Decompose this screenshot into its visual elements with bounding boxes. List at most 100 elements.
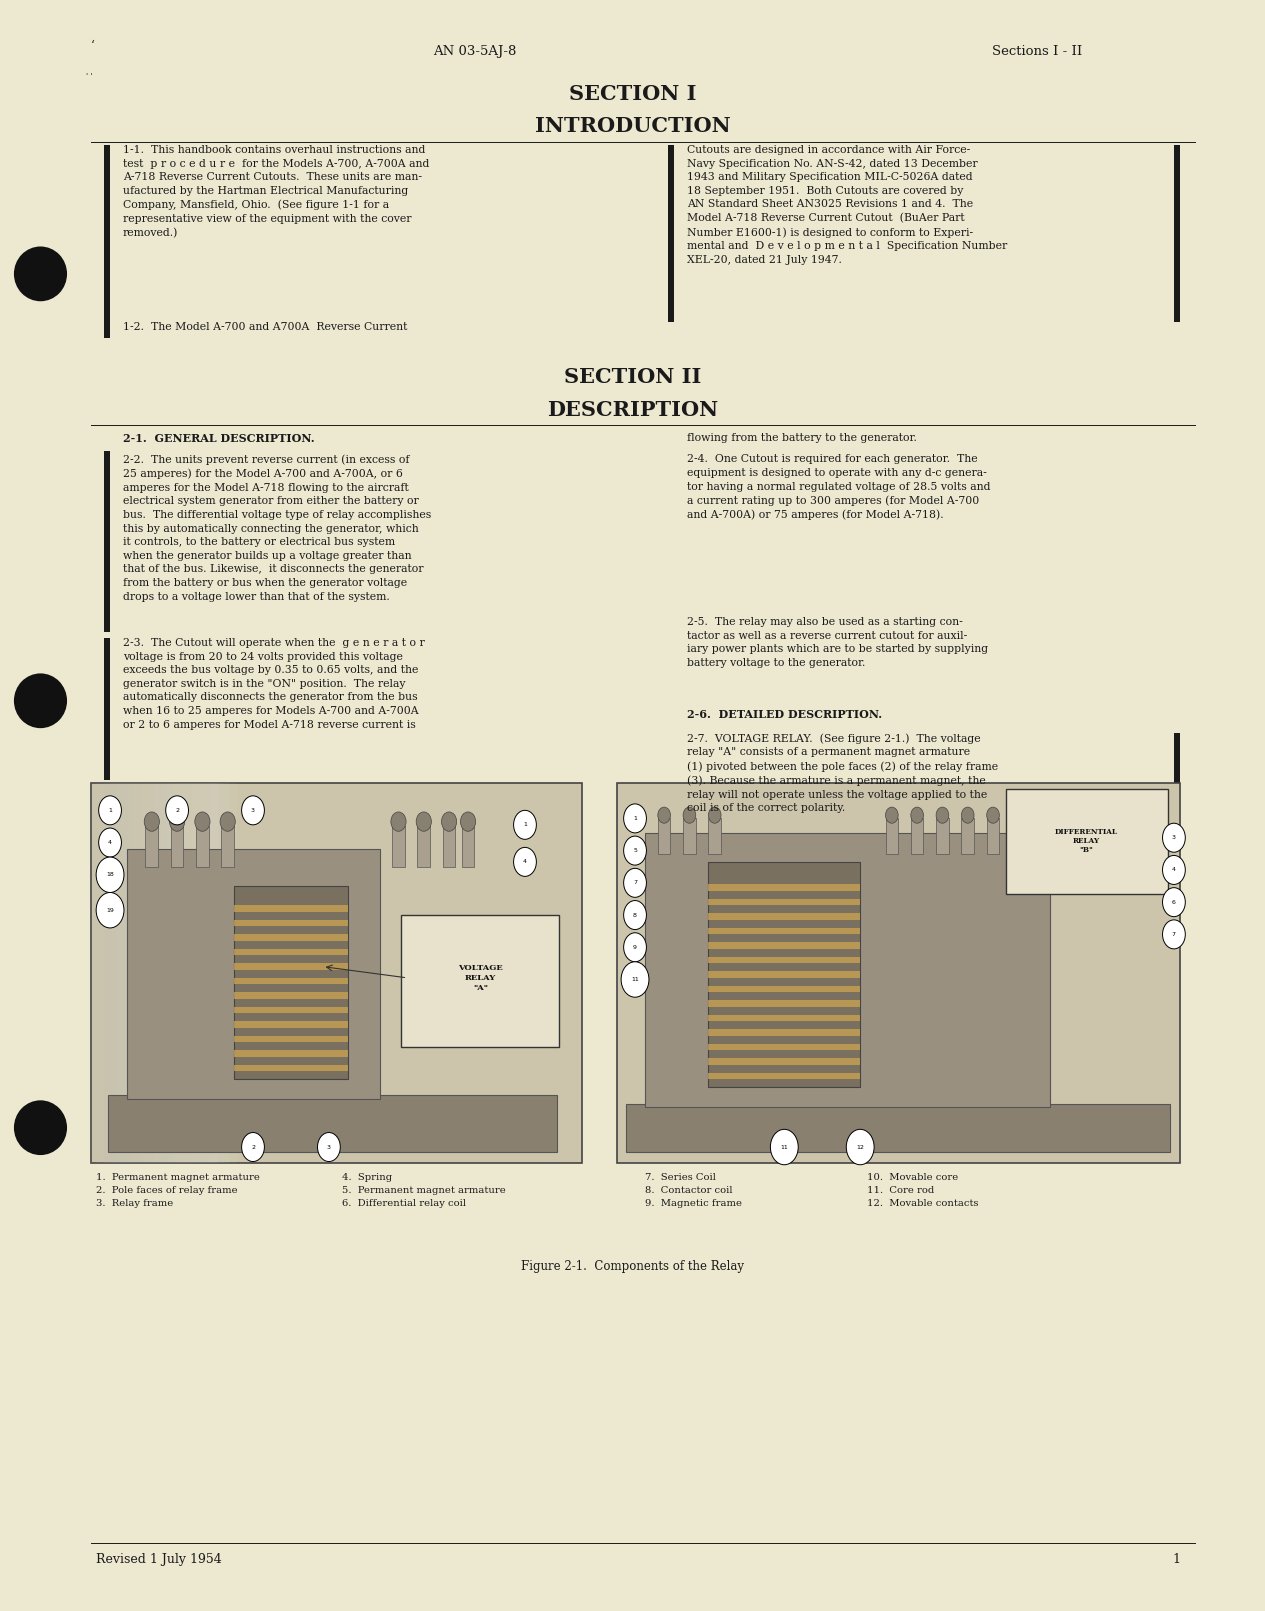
Bar — [129, 783, 154, 1163]
Bar — [199, 783, 224, 1163]
Text: 4.  Spring
5.  Permanent magnet armature
6.  Differential relay coil: 4. Spring 5. Permanent magnet armature 6… — [342, 1173, 505, 1208]
Bar — [617, 783, 1180, 1163]
Text: 1: 1 — [632, 815, 638, 822]
Bar — [148, 783, 173, 1163]
Circle shape — [220, 812, 235, 831]
Circle shape — [242, 1133, 264, 1162]
FancyBboxPatch shape — [1006, 789, 1168, 894]
Bar — [173, 783, 199, 1163]
Circle shape — [624, 804, 646, 833]
Bar — [145, 826, 158, 867]
Text: 7: 7 — [1171, 931, 1176, 938]
Circle shape — [391, 812, 406, 831]
FancyBboxPatch shape — [401, 915, 559, 1047]
Circle shape — [911, 807, 923, 823]
Text: 1: 1 — [522, 822, 528, 828]
Circle shape — [99, 828, 121, 857]
Circle shape — [416, 812, 431, 831]
Circle shape — [166, 796, 188, 825]
Bar — [234, 886, 348, 1079]
Text: 2: 2 — [250, 1144, 256, 1150]
Bar — [234, 963, 348, 970]
Text: VOLTAGE
RELAY
"A": VOLTAGE RELAY "A" — [458, 963, 503, 992]
Bar — [708, 913, 860, 920]
Bar — [708, 818, 721, 854]
Bar — [626, 1104, 1170, 1152]
Bar — [104, 451, 110, 632]
Text: ‘: ‘ — [91, 40, 95, 53]
Bar — [392, 826, 405, 867]
Bar — [171, 826, 183, 867]
Circle shape — [1163, 888, 1185, 917]
Text: 2-1.  GENERAL DESCRIPTION.: 2-1. GENERAL DESCRIPTION. — [123, 433, 314, 445]
Bar — [142, 783, 167, 1163]
Circle shape — [1163, 823, 1185, 852]
Bar — [192, 783, 218, 1163]
Text: DIFFERENTIAL
RELAY
"B": DIFFERENTIAL RELAY "B" — [1055, 828, 1118, 854]
Bar — [161, 783, 186, 1163]
Text: 3: 3 — [250, 807, 256, 814]
Bar — [658, 818, 670, 854]
Bar — [708, 1000, 860, 1007]
Bar — [668, 145, 674, 322]
Bar — [186, 783, 211, 1163]
Circle shape — [96, 857, 124, 892]
Text: SECTION II: SECTION II — [564, 367, 701, 387]
Text: SECTION I: SECTION I — [569, 84, 696, 103]
Bar — [196, 826, 209, 867]
Text: 10.  Movable core
11.  Core rod
12.  Movable contacts: 10. Movable core 11. Core rod 12. Movabl… — [867, 1173, 978, 1208]
Text: 7.  Series Coil
8.  Contactor coil
9.  Magnetic frame: 7. Series Coil 8. Contactor coil 9. Magn… — [645, 1173, 743, 1208]
Bar — [126, 849, 380, 1099]
Text: Cutouts are designed in accordance with Air Force-
Navy Specification No. AN-S-4: Cutouts are designed in accordance with … — [687, 145, 1007, 266]
Text: 2-6.  DETAILED DESCRIPTION.: 2-6. DETAILED DESCRIPTION. — [687, 709, 882, 720]
Circle shape — [683, 807, 696, 823]
Text: flowing from the battery to the generator.: flowing from the battery to the generato… — [687, 433, 917, 443]
Text: 18: 18 — [106, 872, 114, 878]
Bar — [104, 783, 129, 1163]
Bar — [708, 971, 860, 978]
Bar — [234, 1065, 348, 1071]
Circle shape — [441, 812, 457, 831]
Bar — [234, 934, 348, 941]
Bar — [234, 1050, 348, 1057]
Bar — [708, 1015, 860, 1021]
Text: 2-3.  The Cutout will operate when the  g e n e r a t o r
voltage is from 20 to : 2-3. The Cutout will operate when the g … — [123, 638, 425, 730]
Bar — [234, 949, 348, 955]
Bar — [234, 920, 348, 926]
Text: 9: 9 — [632, 944, 638, 950]
Bar — [234, 1036, 348, 1042]
Bar — [708, 1044, 860, 1050]
Bar — [708, 862, 860, 1087]
Circle shape — [624, 933, 646, 962]
Bar — [91, 783, 116, 1163]
Text: 2-2.  The units prevent reverse current (in excess of
25 amperes) for the Model : 2-2. The units prevent reverse current (… — [123, 454, 431, 601]
Circle shape — [170, 812, 185, 831]
Circle shape — [99, 796, 121, 825]
Text: 3: 3 — [326, 1144, 331, 1150]
Bar — [211, 783, 237, 1163]
Circle shape — [708, 807, 721, 823]
Circle shape — [195, 812, 210, 831]
Bar — [123, 783, 148, 1163]
Bar — [417, 826, 430, 867]
Ellipse shape — [14, 246, 67, 301]
Circle shape — [144, 812, 159, 831]
Text: 6: 6 — [1171, 899, 1176, 905]
Text: 1: 1 — [1173, 1553, 1180, 1566]
Circle shape — [1163, 920, 1185, 949]
Circle shape — [961, 807, 974, 823]
Circle shape — [624, 868, 646, 897]
Circle shape — [514, 847, 536, 876]
Bar — [135, 783, 161, 1163]
Circle shape — [514, 810, 536, 839]
Bar — [886, 818, 898, 854]
Circle shape — [242, 796, 264, 825]
Text: 8: 8 — [632, 912, 638, 918]
Text: Figure 2-1.  Components of the Relay: Figure 2-1. Components of the Relay — [521, 1260, 744, 1273]
Bar — [708, 884, 860, 891]
Bar — [234, 978, 348, 984]
Text: 11: 11 — [631, 976, 639, 983]
Bar — [221, 826, 234, 867]
Bar — [1174, 733, 1180, 825]
Text: 1-1.  This handbook contains overhaul instructions and
test  p r o c e d u r e  : 1-1. This handbook contains overhaul ins… — [123, 145, 429, 238]
